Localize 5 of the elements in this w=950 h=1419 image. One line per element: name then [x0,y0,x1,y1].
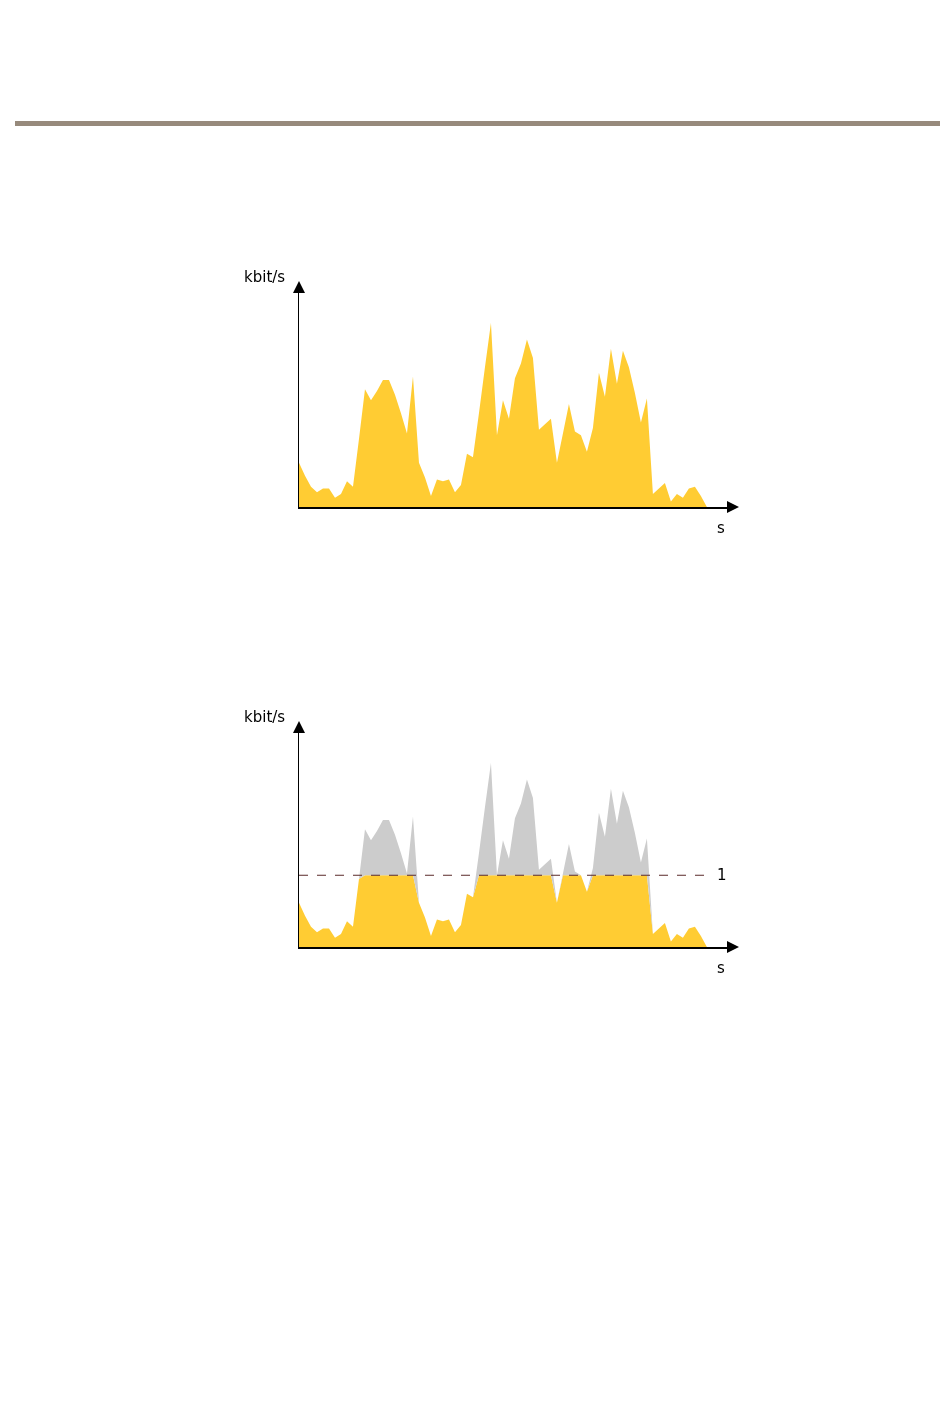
x-axis-title: s [717,519,725,537]
x-axis-title: s [717,959,725,977]
y-axis-title: kbit/s [244,708,286,726]
y-axis-title: kbit/s [244,268,286,286]
text: 1 [717,866,727,884]
